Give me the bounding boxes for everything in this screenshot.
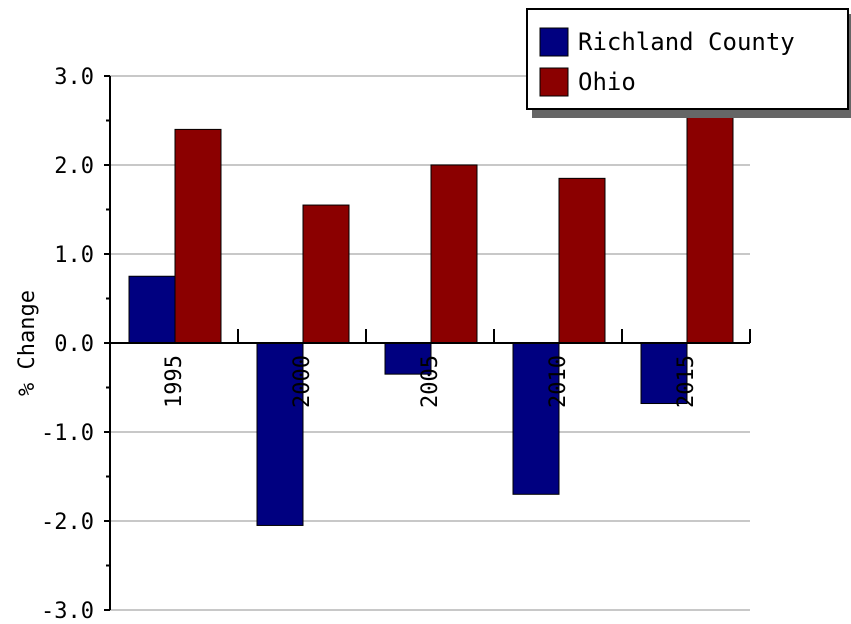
x-tick-label: 1995 bbox=[162, 355, 187, 408]
y-tick-label: 3.0 bbox=[54, 65, 94, 90]
y-axis-title: % Change bbox=[15, 290, 40, 396]
y-tick-label: -1.0 bbox=[41, 421, 94, 446]
legend: Richland County Ohio bbox=[526, 8, 851, 118]
legend-label: Richland County bbox=[578, 28, 795, 56]
bar-ohio-1995 bbox=[174, 128, 222, 344]
legend-box bbox=[526, 8, 849, 110]
y-tick-labels: 3.0 2.0 1.0 0.0 -1.0 -2.0 -3.0 bbox=[41, 65, 94, 624]
axes bbox=[104, 75, 751, 611]
legend-label: Ohio bbox=[578, 68, 636, 96]
bars bbox=[128, 115, 734, 526]
legend-swatch bbox=[539, 67, 569, 97]
y-tick-label: -3.0 bbox=[41, 599, 94, 624]
x-tick-label: 2010 bbox=[546, 355, 571, 408]
x-tick-label: 2015 bbox=[674, 355, 699, 408]
x-tick-label: 2000 bbox=[290, 355, 315, 408]
legend-swatch bbox=[539, 27, 569, 57]
bar-ohio-2015 bbox=[686, 115, 734, 344]
x-tick-label: 2005 bbox=[418, 355, 443, 408]
bar-richland-county-1995 bbox=[128, 275, 176, 344]
y-tick-label: 2.0 bbox=[54, 154, 94, 179]
x-tick-labels: 1995 2000 2005 2010 2015 bbox=[162, 355, 699, 408]
y-tick-label: 0.0 bbox=[54, 332, 94, 357]
bar-richland-county-2010 bbox=[512, 342, 560, 495]
bar-ohio-2000 bbox=[302, 204, 350, 344]
y-tick-label: 1.0 bbox=[54, 243, 94, 268]
y-tick-label: -2.0 bbox=[41, 510, 94, 535]
bar-ohio-2010 bbox=[558, 177, 606, 344]
bar-richland-county-2000 bbox=[256, 342, 304, 526]
bar-richland-county-2005 bbox=[384, 342, 432, 375]
bar-ohio-2005 bbox=[430, 164, 478, 344]
